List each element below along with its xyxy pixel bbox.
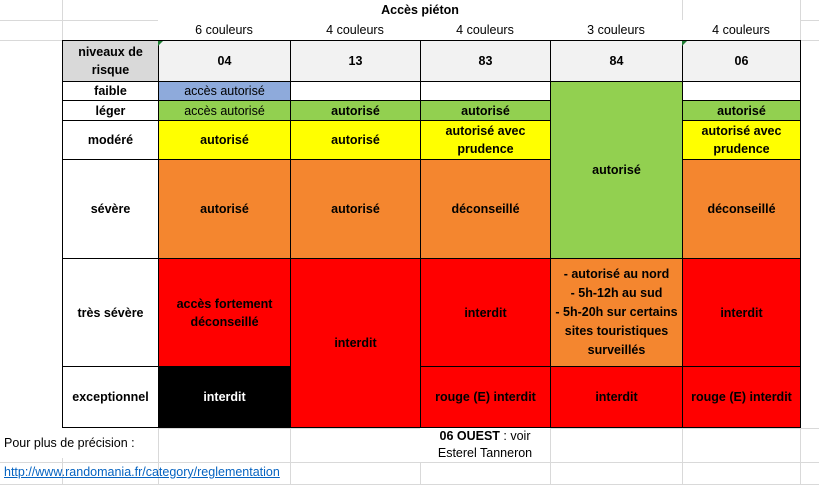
cell-83-exceptionnel: rouge (E) interdit bbox=[420, 366, 551, 428]
cell-13-modere: autorisé bbox=[290, 120, 421, 160]
cell-06-leger: autorisé bbox=[682, 100, 801, 121]
dept-04: 04 bbox=[158, 40, 291, 82]
level-severe: sévère bbox=[62, 159, 159, 259]
cell-83-leger: autorisé bbox=[420, 100, 551, 121]
level-faible: faible bbox=[62, 81, 159, 101]
colors-04: 6 couleurs bbox=[158, 20, 290, 40]
precision-label: Pour plus de précision : bbox=[0, 428, 158, 458]
level-modere: modéré bbox=[62, 120, 159, 160]
cell-06-faible bbox=[682, 81, 801, 101]
cell-84-tres-severe: - autorisé au nord - 5h-12h au sud - 5h-… bbox=[550, 258, 683, 367]
dept-13: 13 bbox=[290, 40, 421, 82]
cell-06-severe: déconseillé bbox=[682, 159, 801, 259]
cell-83-modere: autorisé avec prudence bbox=[420, 120, 551, 160]
cell-13-tres-severe-exceptionnel: interdit bbox=[290, 258, 421, 428]
cell-83-tres-severe: interdit bbox=[420, 258, 551, 367]
dept-06: 06 bbox=[682, 40, 801, 82]
cell-84-exceptionnel: interdit bbox=[550, 366, 683, 428]
colors-13: 4 couleurs bbox=[290, 20, 420, 40]
footer-note: 06 OUEST : voir Esterel Tanneron bbox=[420, 428, 550, 462]
level-exceptionnel: exceptionnel bbox=[62, 366, 159, 428]
cell-04-exceptionnel: interdit bbox=[158, 366, 291, 428]
colors-06: 4 couleurs bbox=[682, 20, 800, 40]
comment-marker bbox=[158, 41, 163, 46]
cell-13-leger: autorisé bbox=[290, 100, 421, 121]
cell-04-leger: accès autorisé bbox=[158, 100, 291, 121]
cell-06-exceptionnel: rouge (E) interdit bbox=[682, 366, 801, 428]
dept-84: 84 bbox=[550, 40, 683, 82]
cell-06-tres-severe: interdit bbox=[682, 258, 801, 367]
cell-84-line: - 5h-12h au sud bbox=[570, 286, 663, 300]
footer-note-bold: 06 OUEST bbox=[439, 429, 500, 443]
gridline bbox=[0, 462, 819, 463]
footer-note-line1: 06 OUEST : voir bbox=[440, 428, 531, 445]
cell-84-line: sites touristiques bbox=[564, 324, 669, 338]
colors-83: 4 couleurs bbox=[420, 20, 550, 40]
colors-84: 3 couleurs bbox=[550, 20, 682, 40]
gridline bbox=[0, 428, 819, 429]
cell-84-line: - 5h-20h sur certains bbox=[555, 305, 678, 319]
dept-83: 83 bbox=[420, 40, 551, 82]
footer-note-rest: : voir bbox=[499, 429, 531, 443]
cell-04-tres-severe: accès fortement déconseillé bbox=[158, 258, 291, 367]
table-title: Accès piéton bbox=[158, 0, 682, 20]
cell-13-severe: autorisé bbox=[290, 159, 421, 259]
cell-84-line: - autorisé au nord bbox=[563, 267, 670, 281]
level-leger: léger bbox=[62, 100, 159, 121]
level-tres-severe: très sévère bbox=[62, 258, 159, 367]
cell-06-modere: autorisé avec prudence bbox=[682, 120, 801, 160]
cell-04-severe: autorisé bbox=[158, 159, 291, 259]
cell-84-faible-to-severe: autorisé bbox=[550, 81, 683, 259]
cell-84-line: surveillés bbox=[587, 343, 646, 357]
footer-note-line2: Esterel Tanneron bbox=[437, 446, 533, 460]
cell-04-modere: autorisé bbox=[158, 120, 291, 160]
cell-13-faible bbox=[290, 81, 421, 101]
cell-04-faible: accès autorisé bbox=[158, 81, 291, 101]
comment-marker bbox=[682, 41, 687, 46]
header-risk-levels: niveaux de risque bbox=[62, 40, 159, 82]
cell-83-faible bbox=[420, 81, 551, 101]
reglementation-link[interactable]: http://www.randomania.fr/category/reglem… bbox=[4, 465, 280, 479]
cell-83-severe: déconseillé bbox=[420, 159, 551, 259]
